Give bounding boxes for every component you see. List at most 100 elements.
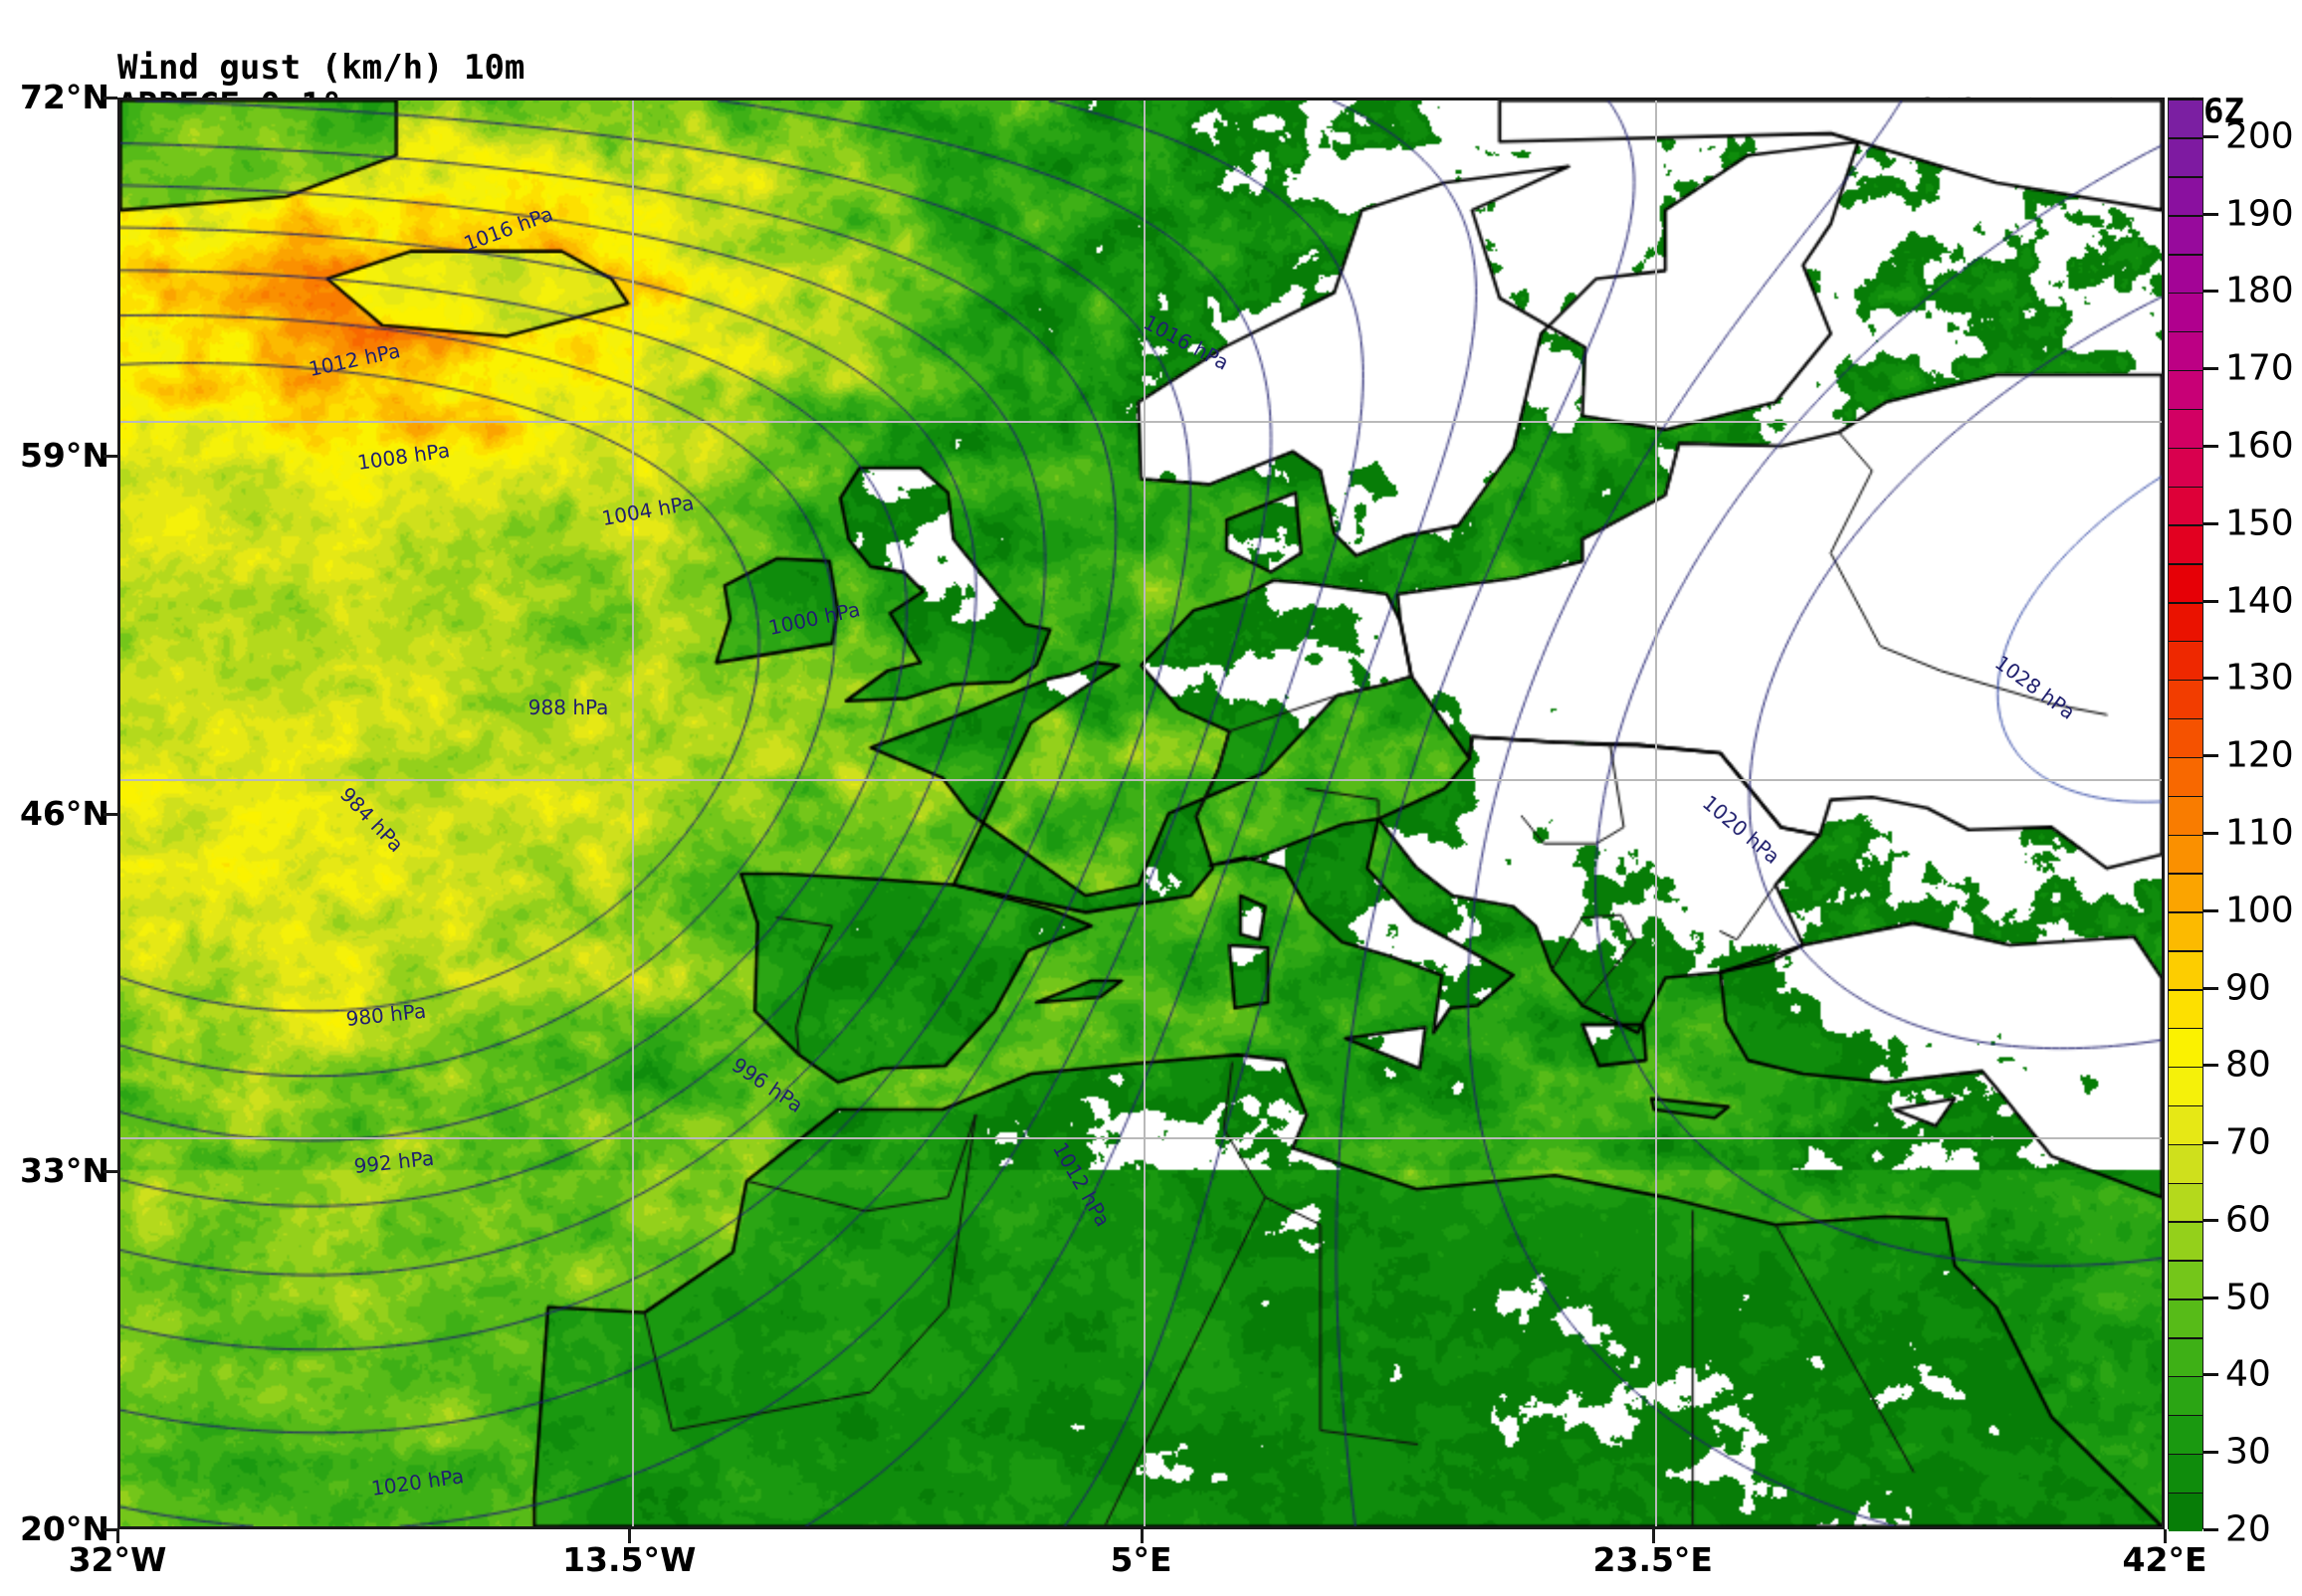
y-axis-label: 59°N: [19, 435, 109, 475]
colorbar-divider: [2169, 1297, 2202, 1300]
colorbar-segment: [2169, 601, 2202, 642]
colorbar-segment: [2169, 910, 2202, 951]
colorbar-tick-label: 60: [2225, 1199, 2271, 1241]
colorbar-tick: [2203, 1296, 2218, 1299]
colorbar-segment: [2169, 1375, 2202, 1415]
graticule-line-59n: [120, 421, 2162, 423]
colorbar-segment: [2169, 872, 2202, 912]
y-axis-tick: [104, 97, 117, 100]
x-axis-label: 13.5°W: [562, 1540, 697, 1579]
colorbar-tick-label: 110: [2225, 812, 2294, 854]
colorbar-divider: [2169, 1259, 2202, 1262]
colorbar-divider: [2169, 679, 2202, 682]
isobar-layer: [120, 100, 2162, 1526]
x-axis-label: 23.5°E: [1592, 1540, 1713, 1579]
colorbar-segment: [2169, 99, 2202, 138]
colorbar-segment: [2169, 562, 2202, 603]
colorbar-divider: [2169, 601, 2202, 604]
colorbar-segment: [2169, 1181, 2202, 1222]
y-axis-tick: [104, 812, 117, 816]
colorbar[interactable]: [2168, 98, 2203, 1531]
colorbar-segment: [2169, 679, 2202, 718]
colorbar-tick-label: 130: [2225, 657, 2294, 698]
colorbar-tick-label: 140: [2225, 580, 2294, 622]
colorbar-tick: [2203, 1451, 2218, 1455]
colorbar-tick-label: 40: [2225, 1353, 2271, 1395]
colorbar-segment: [2169, 1220, 2202, 1261]
colorbar-divider: [2169, 214, 2202, 217]
colorbar-segment: [2169, 214, 2202, 255]
colorbar-segment: [2169, 988, 2202, 1028]
colorbar-segment: [2169, 447, 2202, 487]
colorbar-segment: [2169, 523, 2202, 564]
colorbar-divider: [2169, 910, 2202, 913]
colorbar-tick: [2203, 212, 2218, 216]
y-axis-label: 33°N: [19, 1151, 109, 1191]
colorbar-segment: [2169, 369, 2202, 409]
colorbar-segment: [2169, 1414, 2202, 1454]
x-axis-tick: [1651, 1529, 1655, 1543]
colorbar-segment: [2169, 1104, 2202, 1144]
y-axis-label: 20°N: [19, 1509, 109, 1548]
colorbar-tick: [2203, 831, 2218, 835]
colorbar-divider: [2169, 640, 2202, 643]
colorbar-tick-label: 180: [2225, 270, 2294, 311]
colorbar-divider: [2169, 99, 2202, 100]
colorbar-segment: [2169, 485, 2202, 525]
colorbar-divider: [2169, 253, 2202, 256]
colorbar-divider: [2169, 175, 2202, 178]
colorbar-tick: [2203, 521, 2218, 525]
colorbar-tick-label: 90: [2225, 967, 2271, 1008]
colorbar-segment: [2169, 253, 2202, 294]
graticule-line-46n: [120, 779, 2162, 781]
colorbar-divider: [2169, 1104, 2202, 1107]
colorbar-divider: [2169, 369, 2202, 372]
colorbar-tick: [2203, 1373, 2218, 1377]
y-axis-tick: [104, 454, 117, 458]
colorbar-tick-label: 20: [2225, 1508, 2271, 1550]
graticule-line-33n: [120, 1137, 2162, 1139]
colorbar-segment: [2169, 1492, 2202, 1531]
colorbar-tick: [2203, 908, 2218, 912]
colorbar-tick: [2203, 677, 2218, 681]
colorbar-segment: [2169, 136, 2202, 177]
colorbar-divider: [2169, 1414, 2202, 1417]
colorbar-divider: [2169, 136, 2202, 139]
colorbar-segment: [2169, 640, 2202, 680]
colorbar-tick-label: 170: [2225, 347, 2294, 389]
header-title: Wind gust (km/h) 10m: [117, 48, 525, 88]
colorbar-segment: [2169, 1143, 2202, 1183]
colorbar-divider: [2169, 1220, 2202, 1223]
colorbar-divider: [2169, 1453, 2202, 1456]
colorbar-divider: [2169, 988, 2202, 991]
colorbar-divider: [2169, 408, 2202, 411]
colorbar-tick-label: 160: [2225, 425, 2294, 467]
colorbar-divider: [2169, 1143, 2202, 1146]
colorbar-tick-label: 150: [2225, 502, 2294, 544]
x-axis-tick: [2164, 1529, 2167, 1543]
x-axis-tick: [116, 1529, 119, 1543]
graticule-line-5e: [1144, 100, 1146, 1526]
colorbar-tick-label: 70: [2225, 1121, 2271, 1163]
colorbar-divider: [2169, 1492, 2202, 1495]
colorbar-divider: [2169, 1336, 2202, 1339]
colorbar-tick-label: 30: [2225, 1431, 2271, 1473]
colorbar-segment: [2169, 1336, 2202, 1377]
y-axis-label: 72°N: [19, 78, 109, 116]
colorbar-tick-label: 200: [2225, 115, 2294, 157]
map-plot-area[interactable]: 1016 hPa 1012 hPa 1008 hPa 1004 hPa 1016 hPa…: [117, 98, 2165, 1529]
colorbar-segment: [2169, 1453, 2202, 1493]
colorbar-tick: [2203, 134, 2218, 138]
colorbar-divider: [2169, 756, 2202, 759]
colorbar-divider: [2169, 523, 2202, 526]
y-axis-tick: [104, 1170, 117, 1174]
map-header: Wind gust (km/h) 10m Run 2026-04-13 T 06…: [0, 0, 2302, 213]
colorbar-tick: [2203, 1218, 2218, 1222]
colorbar-tick-label: 190: [2225, 193, 2294, 235]
colorbar-divider: [2169, 447, 2202, 450]
colorbar-tick: [2203, 754, 2218, 758]
x-axis-label: 42°E: [2122, 1540, 2207, 1579]
colorbar-divider: [2169, 292, 2202, 295]
colorbar-segment: [2169, 1066, 2202, 1105]
x-axis-label: 32°W: [68, 1540, 167, 1579]
